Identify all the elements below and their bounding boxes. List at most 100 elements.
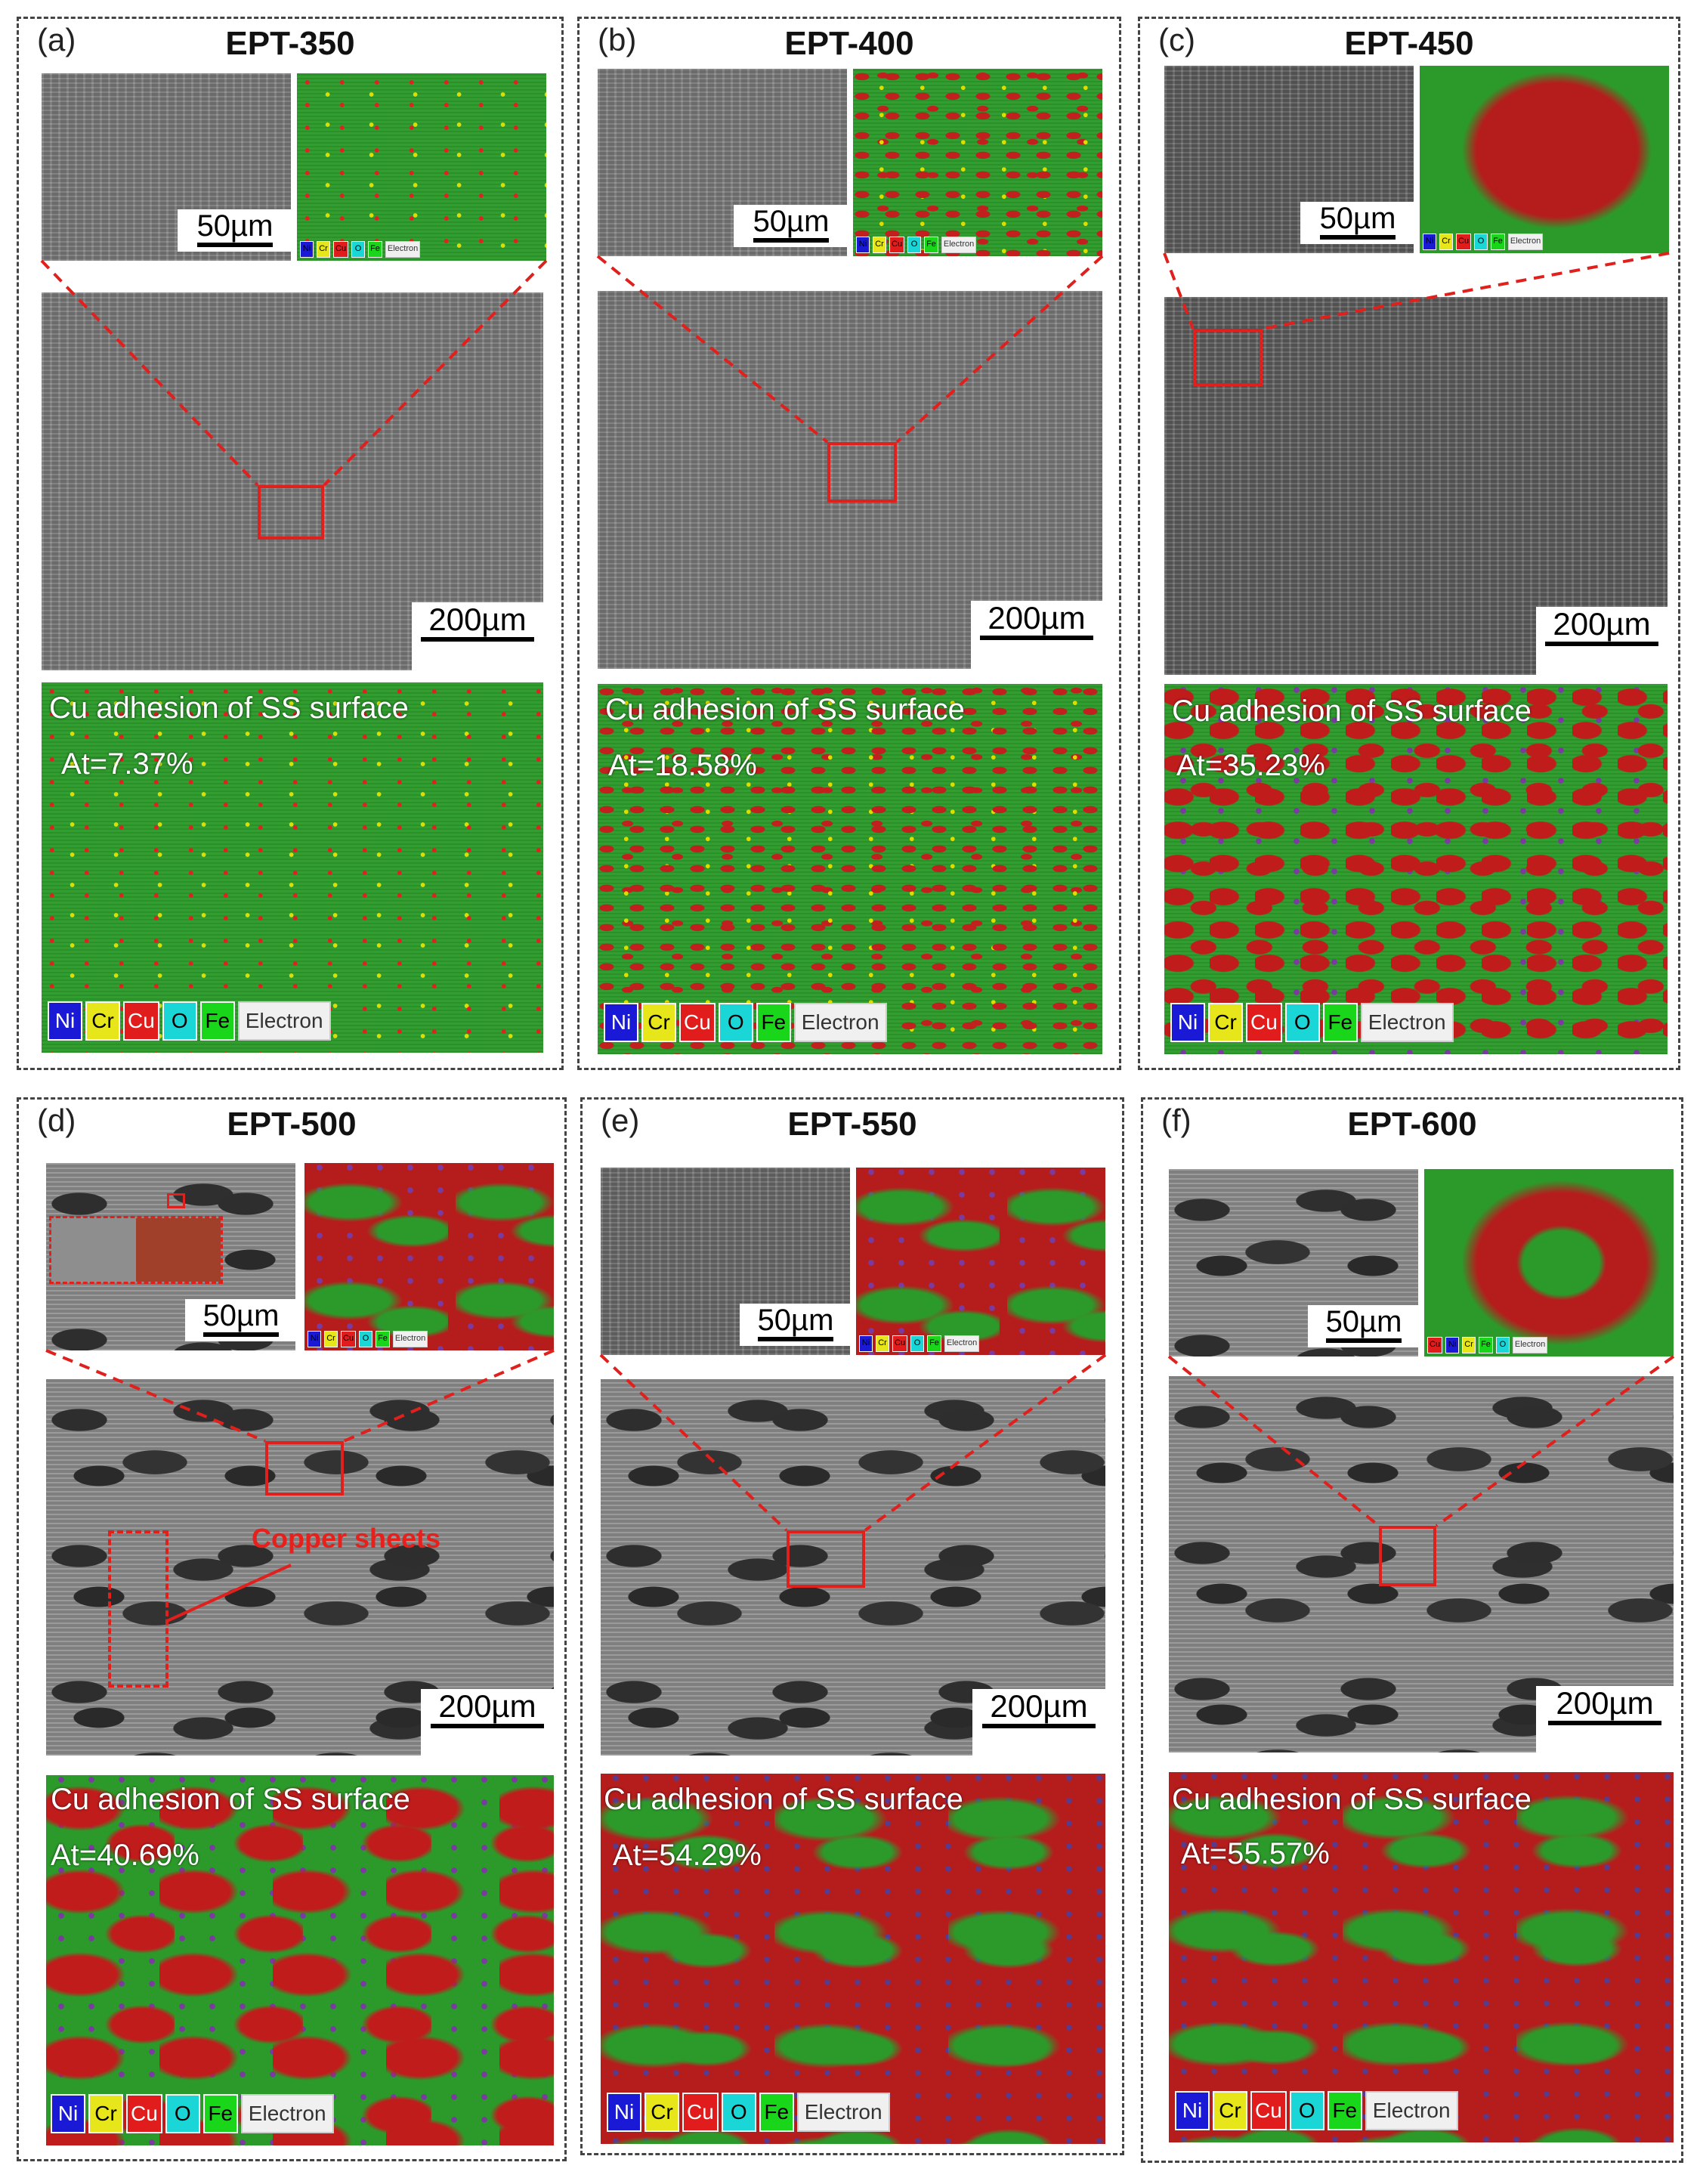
- inset-scale-bar: 50µm: [734, 205, 847, 247]
- panel-c: (c) EPT-450 50µm Ni Cr Cu O Fe Electron …: [1138, 17, 1680, 1070]
- legend-cr: Cr: [1439, 234, 1453, 250]
- legend-cr: Cr: [317, 241, 330, 258]
- legend-fe: Fe: [1322, 1003, 1358, 1042]
- panel-label: (f): [1161, 1103, 1192, 1138]
- sem-inset: 50µm: [598, 69, 847, 256]
- inset-legend: Ni Cr Cu O Fe Electron: [856, 237, 977, 253]
- eds-inset-map: Cu Ni Cr Fe O Electron: [1424, 1169, 1674, 1356]
- inset-scale-bar: 50µm: [1300, 202, 1414, 244]
- legend-fe: Fe: [368, 241, 382, 258]
- scale-bar: 200µm: [1536, 607, 1668, 675]
- legend-ni: Ni: [300, 241, 314, 258]
- legend-cu: Cu: [889, 237, 905, 253]
- legend-fe: Fe: [1479, 1337, 1493, 1353]
- legend-o: O: [907, 237, 922, 253]
- sem-overview: Copper sheets 200µm: [46, 1379, 554, 1756]
- inset-legend: Ni Cr Cu O Fe Electron: [308, 1331, 428, 1347]
- legend-fe: Fe: [1327, 2091, 1362, 2130]
- scale-bar: 200µm: [1536, 1686, 1674, 1752]
- legend-ni: Ni: [1445, 1337, 1460, 1353]
- panel-title: EPT-500: [227, 1106, 357, 1143]
- zoom-box: [258, 485, 324, 540]
- legend-fe: Fe: [759, 2093, 794, 2132]
- zoom-box: [827, 442, 897, 503]
- legend-cr: Cr: [85, 1001, 120, 1041]
- scale-bar: 200µm: [971, 601, 1102, 669]
- cu-atomic-percent: At=54.29%: [613, 1839, 762, 1872]
- legend-cu: Cu: [1456, 234, 1472, 250]
- legend-o: O: [721, 2093, 756, 2132]
- legend-ni: Ni: [604, 1003, 638, 1042]
- eds-inset-map: Ni Cr Cu O Fe Electron: [297, 73, 546, 261]
- cu-atomic-percent: At=18.58%: [608, 749, 757, 782]
- inset-legend: Ni Cr Cu O Fe Electron: [300, 241, 421, 258]
- legend-ni: Ni: [308, 1331, 321, 1347]
- eds-cu-map: Cu adhesion of SS surface At=7.37% Ni Cr…: [42, 682, 543, 1053]
- legend-electron: Electron: [1360, 1003, 1454, 1042]
- legend-o: O: [351, 241, 366, 258]
- legend-o: O: [1474, 234, 1488, 250]
- element-legend: Ni Cr Cu O Fe Electron: [48, 1001, 331, 1041]
- eds-cu-map: Cu adhesion of SS surface At=54.29% Ni C…: [601, 1774, 1105, 2144]
- legend-cr: Cr: [1213, 2091, 1247, 2130]
- sem-inset: 50µm: [1169, 1169, 1418, 1356]
- cu-atomic-percent: At=55.57%: [1181, 1837, 1330, 1870]
- panel-label: (e): [601, 1103, 640, 1138]
- scale-bar: 200µm: [412, 602, 543, 670]
- zoom-box: [787, 1530, 865, 1588]
- legend-electron: Electron: [1512, 1337, 1548, 1353]
- panel-label: (c): [1158, 22, 1195, 57]
- map-title: Cu adhesion of SS surface: [51, 1783, 410, 1816]
- nested-inset: [49, 1216, 223, 1284]
- panel-label: (d): [37, 1103, 76, 1138]
- sem-overview: 200µm: [598, 291, 1102, 669]
- eds-inset-map: Ni Cr Cu O Fe Electron: [304, 1163, 554, 1350]
- legend-o: O: [910, 1335, 925, 1352]
- legend-cu: Cu: [1427, 1337, 1443, 1353]
- panel-label: (b): [598, 22, 637, 57]
- inset-scale-bar: 50µm: [1308, 1305, 1418, 1347]
- sem-overview: 200µm: [1164, 297, 1668, 675]
- zoom-box: [265, 1441, 344, 1496]
- scale-bar: 200µm: [972, 1689, 1105, 1756]
- inset-legend: Ni Cr Cu O Fe Electron: [1423, 234, 1544, 250]
- legend-cr: Cr: [1462, 1337, 1476, 1353]
- legend-cu: Cu: [1246, 1003, 1282, 1042]
- eds-inset-map: Ni Cr Cu O Fe Electron: [853, 69, 1102, 256]
- legend-cu: Cu: [892, 1335, 908, 1352]
- eds-cu-map: Cu adhesion of SS surface At=18.58% Ni C…: [598, 684, 1102, 1054]
- legend-ni: Ni: [1423, 234, 1436, 250]
- legend-cr: Cr: [641, 1003, 676, 1042]
- element-legend: Ni Cr Cu O Fe Electron: [1170, 1003, 1454, 1042]
- panel-e: (e) EPT-550 50µm Ni Cr Cu O Fe Electron …: [580, 1097, 1124, 2155]
- legend-cr: Cr: [644, 2093, 679, 2132]
- inset-scale-bar: 50µm: [740, 1304, 850, 1346]
- inset-legend: Cu Ni Cr Fe O Electron: [1427, 1337, 1548, 1353]
- cu-atomic-percent: At=40.69%: [51, 1839, 199, 1872]
- panel-a: (a) EPT-350 50µm Ni Cr Cu O Fe Electron …: [17, 17, 564, 1070]
- legend-cu: Cu: [682, 2093, 719, 2132]
- zoom-box: [1379, 1526, 1436, 1586]
- sem-inset: 50µm: [601, 1168, 850, 1355]
- legend-ni: Ni: [48, 1001, 82, 1041]
- cu-atomic-percent: At=35.23%: [1176, 749, 1325, 782]
- panel-title: EPT-350: [225, 25, 355, 62]
- element-legend: Ni Cr Cu O Fe Electron: [604, 1003, 887, 1042]
- copper-sheet-outline: [108, 1530, 168, 1687]
- panel-d: (d) EPT-500 50µm Ni Cr Cu O Fe Electron …: [17, 1097, 567, 2161]
- legend-ni: Ni: [51, 2094, 85, 2133]
- sem-overview: 200µm: [1169, 1376, 1674, 1752]
- legend-electron: Electron: [796, 2093, 890, 2132]
- legend-o: O: [1284, 1003, 1320, 1042]
- legend-o: O: [162, 1001, 197, 1041]
- eds-inset-map: Ni Cr Cu O Fe Electron: [1420, 66, 1669, 253]
- sem-overview: 200µm: [601, 1379, 1105, 1756]
- legend-cu: Cu: [341, 1331, 357, 1347]
- legend-cr: Cr: [876, 1335, 889, 1352]
- panel-f: (f) EPT-600 50µm Cu Ni Cr Fe O Electron …: [1141, 1097, 1683, 2163]
- legend-cu: Cu: [1250, 2091, 1287, 2130]
- legend-o: O: [1495, 1337, 1510, 1353]
- legend-ni: Ni: [856, 237, 870, 253]
- legend-electron: Electron: [240, 2094, 334, 2133]
